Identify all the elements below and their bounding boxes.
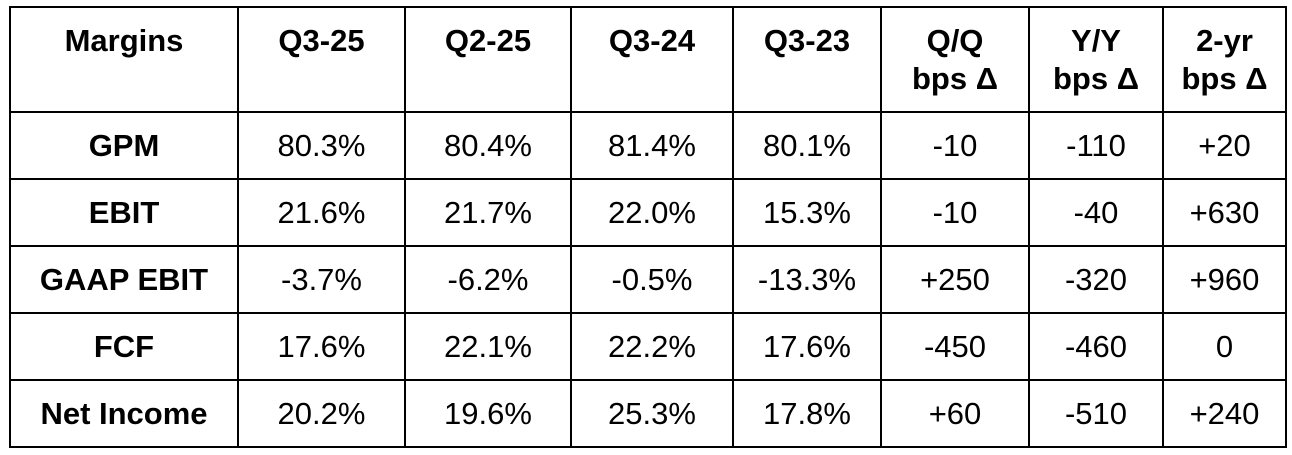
header-cell-2yr-bps: 2-yr bps Δ — [1162, 6, 1287, 113]
table-cell: +250 — [880, 245, 1030, 314]
row-label: EBIT — [9, 178, 239, 247]
table-cell: -450 — [880, 312, 1030, 381]
margins-table: Margins Q3-25 Q2-25 Q3-24 Q3-23 Q/Q bps … — [9, 6, 1287, 448]
table-cell: 80.1% — [732, 111, 882, 180]
table-cell: +20 — [1162, 111, 1287, 180]
header-cell-q2-25: Q2-25 — [404, 6, 572, 113]
header-label-line1: Y/Y — [1071, 22, 1121, 58]
row-label: Net Income — [9, 379, 239, 448]
row-label: GPM — [9, 111, 239, 180]
table-row: GPM 80.3% 80.4% 81.4% 80.1% -10 -110 +20 — [9, 111, 1287, 180]
header-label-line2: bps Δ — [911, 60, 998, 96]
table-cell: 22.0% — [570, 178, 734, 247]
header-cell-margins: Margins — [9, 6, 239, 113]
table-cell: 0 — [1162, 312, 1287, 381]
header-cell-q3-25: Q3-25 — [237, 6, 406, 113]
header-cell-yy-bps: Y/Y bps Δ — [1028, 6, 1164, 113]
table-cell: +960 — [1162, 245, 1287, 314]
table-cell: 21.6% — [237, 178, 406, 247]
header-cell-q3-24: Q3-24 — [570, 6, 734, 113]
table-cell: 15.3% — [732, 178, 882, 247]
table-cell: +60 — [880, 379, 1030, 448]
header-label-line1: 2-yr — [1196, 22, 1253, 58]
table-cell: 17.6% — [237, 312, 406, 381]
table-cell: 80.3% — [237, 111, 406, 180]
header-label: Q2-25 — [444, 23, 532, 58]
row-label: FCF — [9, 312, 239, 381]
table-cell: -10 — [880, 111, 1030, 180]
header-label-line1: Q/Q — [926, 22, 984, 58]
table-cell: -0.5% — [570, 245, 734, 314]
table-cell: 20.2% — [237, 379, 406, 448]
table-cell: 80.4% — [404, 111, 572, 180]
table-row: EBIT 21.6% 21.7% 22.0% 15.3% -10 -40 +63… — [9, 178, 1287, 247]
table-cell: 81.4% — [570, 111, 734, 180]
header-label: Q3-23 — [763, 23, 851, 58]
table-row: GAAP EBIT -3.7% -6.2% -0.5% -13.3% +250 … — [9, 245, 1287, 314]
header-cell-q3-23: Q3-23 — [732, 6, 882, 113]
table-row: Net Income 20.2% 19.6% 25.3% 17.8% +60 -… — [9, 379, 1287, 448]
row-label: GAAP EBIT — [9, 245, 239, 314]
table-cell: +240 — [1162, 379, 1287, 448]
table-cell: 22.2% — [570, 312, 734, 381]
table-cell: -13.3% — [732, 245, 882, 314]
table-cell: -110 — [1028, 111, 1164, 180]
header-label-line2: bps Δ — [1052, 60, 1139, 96]
table-cell: -40 — [1028, 178, 1164, 247]
table-cell: -3.7% — [237, 245, 406, 314]
header-cell-qq-bps: Q/Q bps Δ — [880, 6, 1030, 113]
header-label-line2: bps Δ — [1181, 60, 1268, 96]
table-cell: 25.3% — [570, 379, 734, 448]
table-cell: -460 — [1028, 312, 1164, 381]
table-cell: -320 — [1028, 245, 1164, 314]
table-cell: 21.7% — [404, 178, 572, 247]
header-row: Margins Q3-25 Q2-25 Q3-24 Q3-23 Q/Q bps … — [9, 6, 1287, 113]
table-cell: 17.8% — [732, 379, 882, 448]
table-cell: 19.6% — [404, 379, 572, 448]
table-cell: -6.2% — [404, 245, 572, 314]
table-cell: 22.1% — [404, 312, 572, 381]
header-label: Q3-25 — [278, 23, 365, 58]
table-cell: -10 — [880, 178, 1030, 247]
table-cell: 17.6% — [732, 312, 882, 381]
table-cell: +630 — [1162, 178, 1287, 247]
table-row: FCF 17.6% 22.1% 22.2% 17.6% -450 -460 0 — [9, 312, 1287, 381]
header-label: Q3-24 — [608, 23, 696, 58]
table-cell: -510 — [1028, 379, 1164, 448]
